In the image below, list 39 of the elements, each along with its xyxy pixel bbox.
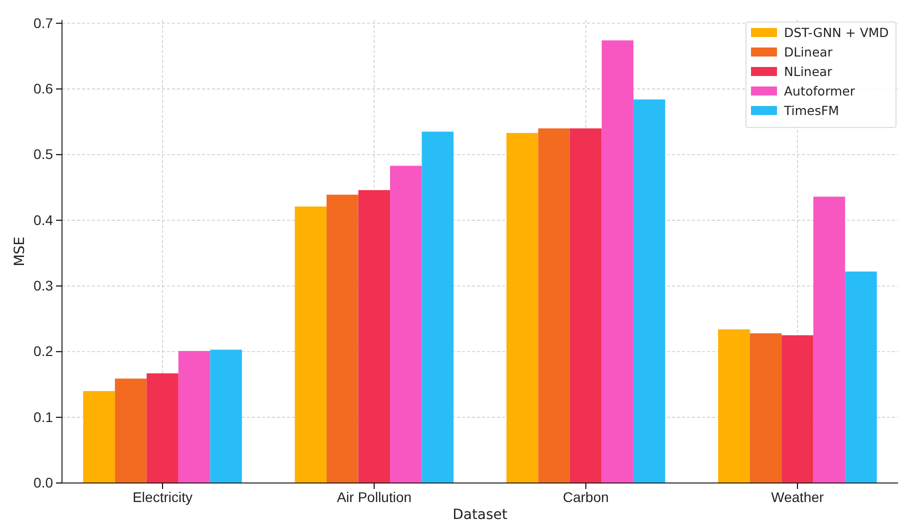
x-tick-label: Weather (771, 488, 824, 505)
bar (538, 128, 570, 483)
bar (390, 166, 422, 483)
x-tick-label: Air Pollution (336, 488, 412, 505)
bar (422, 132, 454, 483)
legend-label: TimesFM (783, 103, 840, 118)
bar (114, 378, 147, 483)
legend-label: NLinear (784, 64, 834, 79)
y-tick-label: 0.3 (34, 277, 54, 294)
y-tick-label: 0.0 (34, 474, 54, 490)
bar (750, 333, 782, 483)
bar (845, 272, 877, 483)
bar (178, 350, 210, 483)
y-tick-label: 0.5 (34, 146, 54, 162)
y-tick-label: 0.2 (34, 343, 54, 360)
legend-label: DST-GNN + VMD (784, 25, 889, 40)
y-axis-title: MSE (12, 236, 28, 266)
bar (294, 206, 327, 483)
bar (506, 132, 538, 483)
bar (633, 99, 666, 483)
y-tick-label: 0.4 (34, 212, 54, 228)
bar (326, 194, 358, 483)
x-axis-title: Dataset (452, 507, 508, 521)
bar (813, 196, 846, 483)
bar (602, 40, 634, 483)
legend-label: DLinear (784, 44, 834, 60)
bar (210, 350, 242, 483)
bar (570, 128, 602, 483)
bar (83, 391, 115, 483)
bar (718, 329, 750, 483)
y-tick-label: 0.1 (34, 408, 54, 425)
x-tick-label: Electricity (132, 488, 192, 505)
bar (782, 335, 814, 483)
y-tick-label: 0.7 (34, 14, 54, 31)
y-tick-label: 0.6 (34, 80, 54, 96)
bar (146, 373, 178, 483)
bar (358, 190, 390, 483)
x-tick-label: Carbon (562, 488, 609, 505)
legend-label: Autoformer (784, 84, 856, 98)
